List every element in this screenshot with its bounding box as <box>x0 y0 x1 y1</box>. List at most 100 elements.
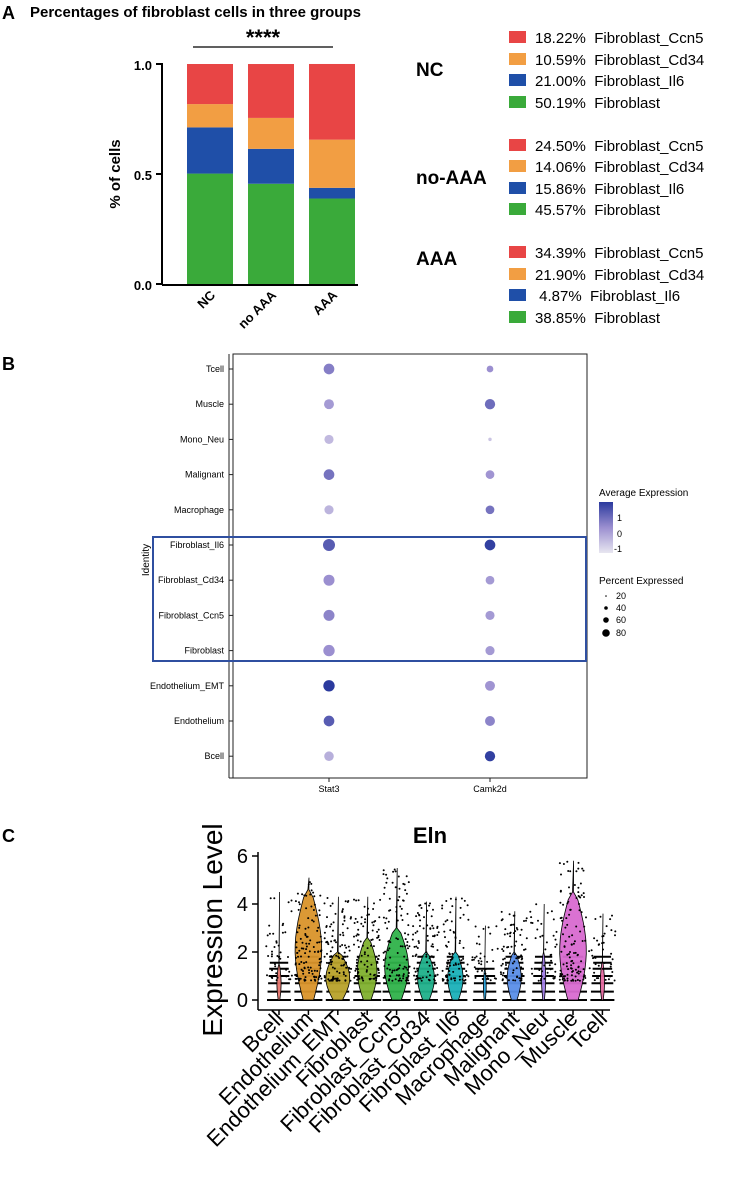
violin-point <box>609 965 612 968</box>
violin-point <box>357 946 360 948</box>
violin-point <box>313 903 316 906</box>
violin-point <box>593 937 596 940</box>
pct-legend-dot <box>605 595 607 597</box>
violin-point <box>334 912 337 915</box>
violin-point <box>520 979 523 982</box>
violin-point <box>307 883 310 886</box>
violin-point <box>611 914 613 917</box>
dotplot-frame <box>232 353 588 779</box>
violin-point <box>378 971 380 974</box>
violin-point <box>309 893 312 896</box>
violin-point <box>520 928 523 931</box>
violin-point <box>318 941 321 944</box>
violin-point <box>515 927 518 929</box>
violin-point <box>376 930 379 933</box>
violin-point <box>582 869 585 872</box>
violin-point <box>354 969 357 972</box>
violin-point <box>407 972 410 974</box>
violin-point <box>430 955 433 958</box>
violin-point <box>604 978 607 981</box>
violin-point <box>594 963 597 966</box>
violin-point <box>529 910 532 913</box>
violin-point <box>505 967 508 970</box>
panel-a-label: A <box>2 3 15 23</box>
violin-point <box>320 940 323 943</box>
violin-point <box>373 920 376 923</box>
violin-point <box>416 930 419 933</box>
violin-point <box>581 940 584 942</box>
violin-point <box>369 973 372 976</box>
violin-point <box>452 930 455 933</box>
violin-point <box>558 862 561 865</box>
violin-point <box>356 933 359 936</box>
violin-point <box>418 904 421 907</box>
dot-stat3 <box>324 751 334 761</box>
violin-point <box>546 971 549 974</box>
violin-point <box>421 955 424 958</box>
violin-point <box>413 967 416 970</box>
violin-point <box>300 961 303 963</box>
violin-point <box>367 954 370 957</box>
violin-point <box>594 956 597 959</box>
violin-point <box>402 975 405 977</box>
identity-label: Fibroblast_Cd34 <box>158 575 224 585</box>
violin-point <box>575 897 578 899</box>
violin-point <box>441 969 444 972</box>
violin-point <box>576 971 579 974</box>
violin-point <box>540 975 543 978</box>
violin-point <box>554 938 557 941</box>
violin-point <box>296 892 299 895</box>
dot-stat3 <box>323 363 335 375</box>
violin-point <box>563 945 566 948</box>
violin-point <box>454 977 457 980</box>
violin-point <box>500 910 503 913</box>
violin-point <box>496 947 499 950</box>
violin-point <box>375 979 378 982</box>
violin-point <box>415 945 418 948</box>
dotplot-dots <box>323 363 496 762</box>
a-y-axis-label: % of cells <box>107 139 124 208</box>
panel-a: A Percentages of fibroblast cells in thr… <box>2 3 704 331</box>
violin-point <box>568 953 570 955</box>
violin-point <box>298 949 301 952</box>
violin-point <box>308 881 311 884</box>
violin-point <box>582 978 585 981</box>
violin-endothelium <box>294 877 323 1001</box>
violin-point <box>501 974 504 977</box>
legend-swatch <box>509 311 526 323</box>
violin-point <box>371 929 374 932</box>
violin-point <box>389 956 392 959</box>
violin-point <box>317 926 320 929</box>
identity-label: Fibroblast <box>184 646 224 656</box>
legend-entry: 34.39% Fibroblast_Ccn5 <box>535 245 703 262</box>
violin-point <box>564 926 567 929</box>
violin-point <box>516 976 518 979</box>
violin-point <box>495 977 497 980</box>
violin-point <box>614 930 617 933</box>
violin-point <box>306 935 309 938</box>
violin-point <box>346 955 349 958</box>
violin-point <box>540 961 543 964</box>
violin-point <box>544 948 547 951</box>
violin-point <box>325 961 328 964</box>
violin-point <box>539 935 542 938</box>
violin-point <box>577 891 580 894</box>
violin-point <box>407 947 409 950</box>
violin-point <box>543 964 546 967</box>
violin-point <box>338 972 341 974</box>
violin-point <box>288 970 291 973</box>
violin-point <box>266 934 269 937</box>
violin-point <box>363 951 366 954</box>
violin-point <box>445 944 447 947</box>
violin-point <box>339 933 342 936</box>
violin-point <box>336 970 339 973</box>
violin-point <box>452 964 455 967</box>
violin-point <box>327 943 330 946</box>
identity-label: Tcell <box>206 364 224 374</box>
violin-point <box>559 917 562 920</box>
violin-point <box>305 894 308 897</box>
violin-point <box>513 960 516 963</box>
violin-point <box>362 925 365 928</box>
violin-point <box>523 948 525 951</box>
violin-point <box>601 935 604 938</box>
